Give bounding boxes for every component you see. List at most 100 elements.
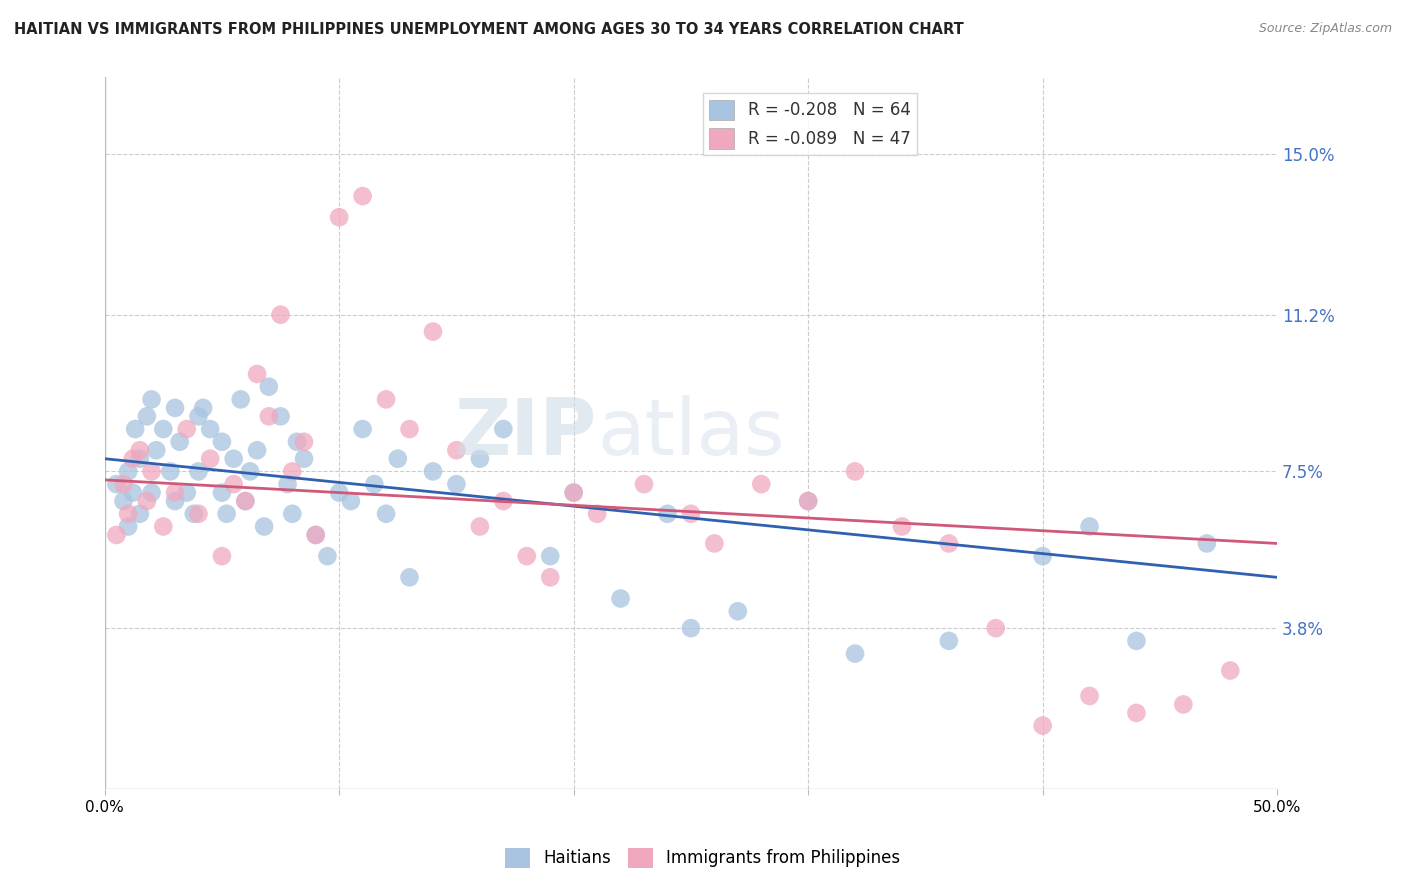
Point: [305, 528, 328, 542]
Point: [117, 519, 139, 533]
Point: [352, 189, 374, 203]
Point: [305, 528, 328, 542]
Point: [246, 367, 269, 381]
Point: [446, 443, 468, 458]
Point: [229, 392, 252, 407]
Legend: R = -0.208   N = 64, R = -0.089   N = 47: R = -0.208 N = 64, R = -0.089 N = 47: [703, 93, 917, 155]
Point: [938, 633, 960, 648]
Point: [633, 477, 655, 491]
Point: [191, 401, 214, 415]
Point: [163, 401, 186, 415]
Point: [183, 507, 205, 521]
Point: [1195, 536, 1218, 550]
Point: [398, 422, 420, 436]
Point: [105, 477, 128, 491]
Point: [562, 485, 585, 500]
Point: [124, 422, 146, 436]
Point: [292, 451, 315, 466]
Point: [657, 507, 679, 521]
Point: [844, 647, 866, 661]
Point: [1078, 689, 1101, 703]
Point: [200, 451, 222, 466]
Point: [679, 621, 702, 635]
Text: atlas: atlas: [598, 395, 785, 471]
Point: [562, 485, 585, 500]
Point: [257, 380, 280, 394]
Point: [222, 451, 245, 466]
Point: [176, 485, 198, 500]
Point: [328, 485, 350, 500]
Point: [200, 422, 222, 436]
Point: [141, 485, 163, 500]
Point: [727, 604, 749, 618]
Point: [749, 477, 772, 491]
Point: [257, 409, 280, 424]
Point: [316, 549, 339, 563]
Point: [215, 507, 238, 521]
Point: [121, 485, 143, 500]
Point: [281, 464, 304, 478]
Point: [141, 464, 163, 478]
Legend: Haitians, Immigrants from Philippines: Haitians, Immigrants from Philippines: [499, 841, 907, 875]
Point: [292, 434, 315, 449]
Point: [187, 409, 209, 424]
Point: [1219, 664, 1241, 678]
Point: [352, 422, 374, 436]
Point: [152, 519, 174, 533]
Point: [211, 485, 233, 500]
Text: HAITIAN VS IMMIGRANTS FROM PHILIPPINES UNEMPLOYMENT AMONG AGES 30 TO 34 YEARS CO: HAITIAN VS IMMIGRANTS FROM PHILIPPINES U…: [14, 22, 963, 37]
Point: [112, 494, 135, 508]
Point: [1078, 519, 1101, 533]
Point: [609, 591, 631, 606]
Point: [235, 494, 257, 508]
Point: [135, 494, 157, 508]
Point: [281, 507, 304, 521]
Point: [211, 434, 233, 449]
Point: [187, 507, 209, 521]
Point: [222, 477, 245, 491]
Point: [270, 409, 292, 424]
Point: [468, 519, 491, 533]
Point: [340, 494, 363, 508]
Point: [128, 451, 150, 466]
Point: [277, 477, 299, 491]
Point: [112, 477, 135, 491]
Point: [117, 507, 139, 521]
Point: [468, 451, 491, 466]
Point: [1125, 706, 1147, 720]
Point: [1173, 698, 1195, 712]
Point: [891, 519, 914, 533]
Point: [135, 409, 157, 424]
Point: [538, 549, 561, 563]
Point: [246, 443, 269, 458]
Point: [516, 549, 538, 563]
Point: [117, 464, 139, 478]
Point: [938, 536, 960, 550]
Point: [141, 392, 163, 407]
Point: [145, 443, 167, 458]
Point: [211, 549, 233, 563]
Point: [984, 621, 1007, 635]
Point: [387, 451, 409, 466]
Point: [285, 434, 308, 449]
Point: [492, 422, 515, 436]
Point: [105, 528, 128, 542]
Point: [1032, 718, 1054, 732]
Point: [128, 443, 150, 458]
Point: [159, 464, 181, 478]
Point: [239, 464, 262, 478]
Point: [176, 422, 198, 436]
Text: Source: ZipAtlas.com: Source: ZipAtlas.com: [1258, 22, 1392, 36]
Point: [1125, 633, 1147, 648]
Point: [328, 211, 350, 225]
Point: [187, 464, 209, 478]
Point: [703, 536, 725, 550]
Point: [797, 494, 820, 508]
Point: [375, 507, 398, 521]
Point: [586, 507, 609, 521]
Point: [235, 494, 257, 508]
Point: [128, 507, 150, 521]
Point: [797, 494, 820, 508]
Point: [679, 507, 702, 521]
Point: [375, 392, 398, 407]
